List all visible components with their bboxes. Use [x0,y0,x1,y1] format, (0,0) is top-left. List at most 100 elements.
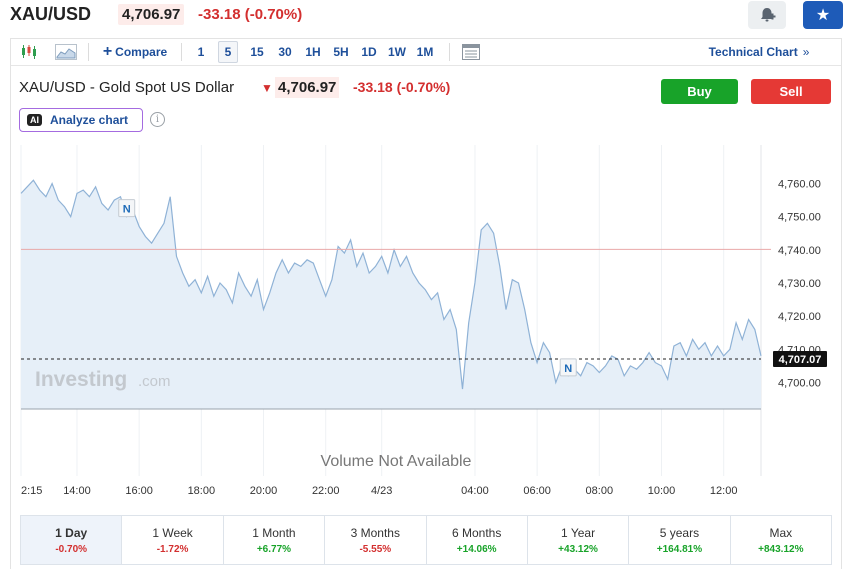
x-tick-label: 08:00 [586,485,614,497]
period-change: +43.12% [558,543,598,555]
interval-1[interactable]: 1 [197,45,205,59]
period-3-months[interactable]: 3 Months -5.55% [325,516,427,564]
period-max[interactable]: Max +843.12% [731,516,831,564]
period-1-day[interactable]: 1 Day -0.70% [21,516,123,564]
x-tick-label: 10:00 [648,485,676,497]
info-icon[interactable]: i [150,112,165,127]
y-axis: 4,700.004,710.004,720.004,730.004,740.00… [778,178,821,389]
interval-1w[interactable]: 1W [388,45,406,59]
interval-1h[interactable]: 1H [305,45,321,59]
technical-chart-link[interactable]: Technical Chart » [703,39,815,65]
period-1-month[interactable]: 1 Month +6.77% [224,516,326,564]
arrow-down-icon: ▼ [261,81,273,95]
candlestick-icon [22,45,36,59]
news-marker[interactable]: N [559,358,577,377]
period-6-months[interactable]: 6 Months +14.06% [427,516,528,564]
compare-label: Compare [115,45,168,59]
news-marker-box [559,358,577,377]
news-marker-box [118,199,136,218]
area-chart-button[interactable] [53,39,79,65]
table-icon [462,44,480,60]
price-line [20,179,762,390]
period-label: 3 Months [350,525,400,540]
news-marker-label: N [564,363,572,375]
price-area [21,180,761,409]
period-1-year[interactable]: 1 Year +43.12% [528,516,630,564]
x-tick-label: 12:00 [710,485,738,497]
period-change: -0.70% [55,543,88,555]
star-icon: ★ [815,7,831,24]
y-tick-label: 4,740.00 [778,245,821,257]
y-tick-label: 4,720.00 [778,311,821,323]
table-view-button[interactable] [459,39,483,65]
add-to-watchlist-button[interactable]: ★ [803,1,843,29]
bell-plus-icon [761,8,776,22]
interval-5h[interactable]: 5H [333,45,349,59]
chart-change: -33.18 (-0.70%) [353,79,450,95]
ai-badge: AI [27,114,42,126]
add-alert-button[interactable] [748,1,786,29]
toolbar-separator [181,43,182,61]
period-change: -1.72% [156,543,189,555]
x-tick-label: 2:15 [21,485,42,497]
period-change: +6.77% [256,543,292,555]
x-tick-label: 04:00 [461,485,489,497]
period-label: 5 years [659,525,700,540]
header-change-pct: (-0.70%) [244,6,303,23]
performance-periods: 1 Day -0.70% 1 Week -1.72% 1 Month +6.77… [20,515,832,565]
y-tick-label: 4,700.00 [778,377,821,389]
compare-button[interactable]: + Compare [97,39,173,65]
plus-icon: + [102,43,113,60]
period-change: +14.06% [456,543,497,555]
period-5-years[interactable]: 5 years +164.81% [629,516,731,564]
x-tick-label: 14:00 [63,485,91,497]
period-label: 1 Month [252,525,296,540]
technical-chart-label: Technical Chart [708,45,798,59]
period-change: +843.12% [758,543,804,555]
period-change: +164.81% [656,543,703,555]
analyze-chart-button[interactable]: AI Analyze chart [19,108,143,132]
header-change: -33.18 (-0.70%) [198,6,302,23]
last-price-label: 4,707.07 [773,351,827,368]
toolbar-separator [449,43,450,61]
period-1-week[interactable]: 1 Week -1.72% [122,516,224,564]
buy-button[interactable]: Buy [661,79,738,104]
chevron-right-icon: » [802,45,810,59]
news-markers: NN [118,199,577,377]
interval-1d[interactable]: 1D [361,45,377,59]
last-price-box [773,351,827,368]
x-axis: 2:15 14:00 16:00 18:00 20:00 22:00 4/23 04:00 06… [21,485,737,497]
interval-1m[interactable]: 1M [416,45,434,59]
x-tick-label: 16:00 [125,485,153,497]
top-header: XAU/USD 4,706.97 -33.18 (-0.70%) ★ [0,0,850,34]
chart-change-value: -33.18 [353,79,393,95]
chart-change-pct: (-0.70%) [396,79,451,95]
y-tick-label: 4,760.00 [778,178,821,190]
period-label: 1 Day [55,525,88,540]
period-label: 6 Months [452,525,502,540]
page-title: XAU/USD [10,4,92,24]
candlestick-chart-button[interactable] [17,39,41,65]
x-tick-label: 4/23 [371,485,392,497]
x-tick-label: 20:00 [250,485,278,497]
period-change: -5.55% [359,543,392,555]
price-chart[interactable]: Investing .com Volume Not Available 4,70… [11,39,843,509]
period-label: 1 Week [152,525,193,540]
x-tick-label: 22:00 [312,485,340,497]
y-tick-label: 4,730.00 [778,278,821,290]
sell-button[interactable]: Sell [751,79,831,104]
news-marker-label: N [123,204,131,216]
interval-15[interactable]: 15 [250,45,264,59]
news-marker[interactable]: N [118,199,136,218]
interval-30[interactable]: 30 [278,45,292,59]
header-price: 4,706.97 [118,4,185,25]
analyze-chart-label: Analyze chart [50,113,129,127]
chart-price: 4,706.97 [275,77,340,98]
investing-watermark: Investing [35,368,127,391]
x-tick-label: 18:00 [188,485,216,497]
interval-5[interactable]: 5 [218,41,238,63]
area-chart-icon [55,44,77,60]
period-label: 1 Year [561,525,596,540]
chart-toolbar: + Compare 1 5 15 30 1H 5H 1D 1W 1M Techn… [11,39,841,66]
volume-not-available-label: Volume Not Available [321,453,472,470]
